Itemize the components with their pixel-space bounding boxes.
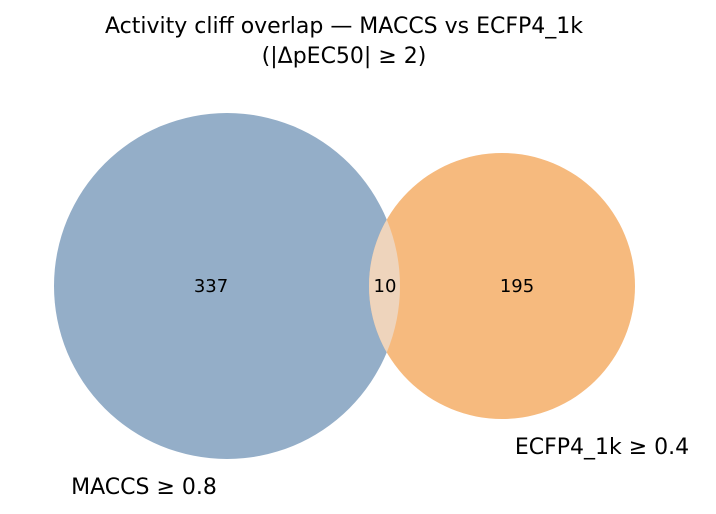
ecfp4-only-count: 195 <box>500 276 534 297</box>
maccs-only-count: 337 <box>194 276 228 297</box>
intersection-count: 10 <box>374 276 397 297</box>
maccs-set-circle <box>54 113 400 459</box>
chart-title-line-2: (|ΔpEC50| ≥ 2) <box>262 44 427 69</box>
ecfp4-set-label: ECFP4_1k ≥ 0.4 <box>515 435 689 460</box>
maccs-set-label: MACCS ≥ 0.8 <box>71 475 217 500</box>
chart-title-line-1: Activity cliff overlap — MACCS vs ECFP4_… <box>105 14 583 39</box>
ecfp4-set-circle <box>369 153 635 419</box>
